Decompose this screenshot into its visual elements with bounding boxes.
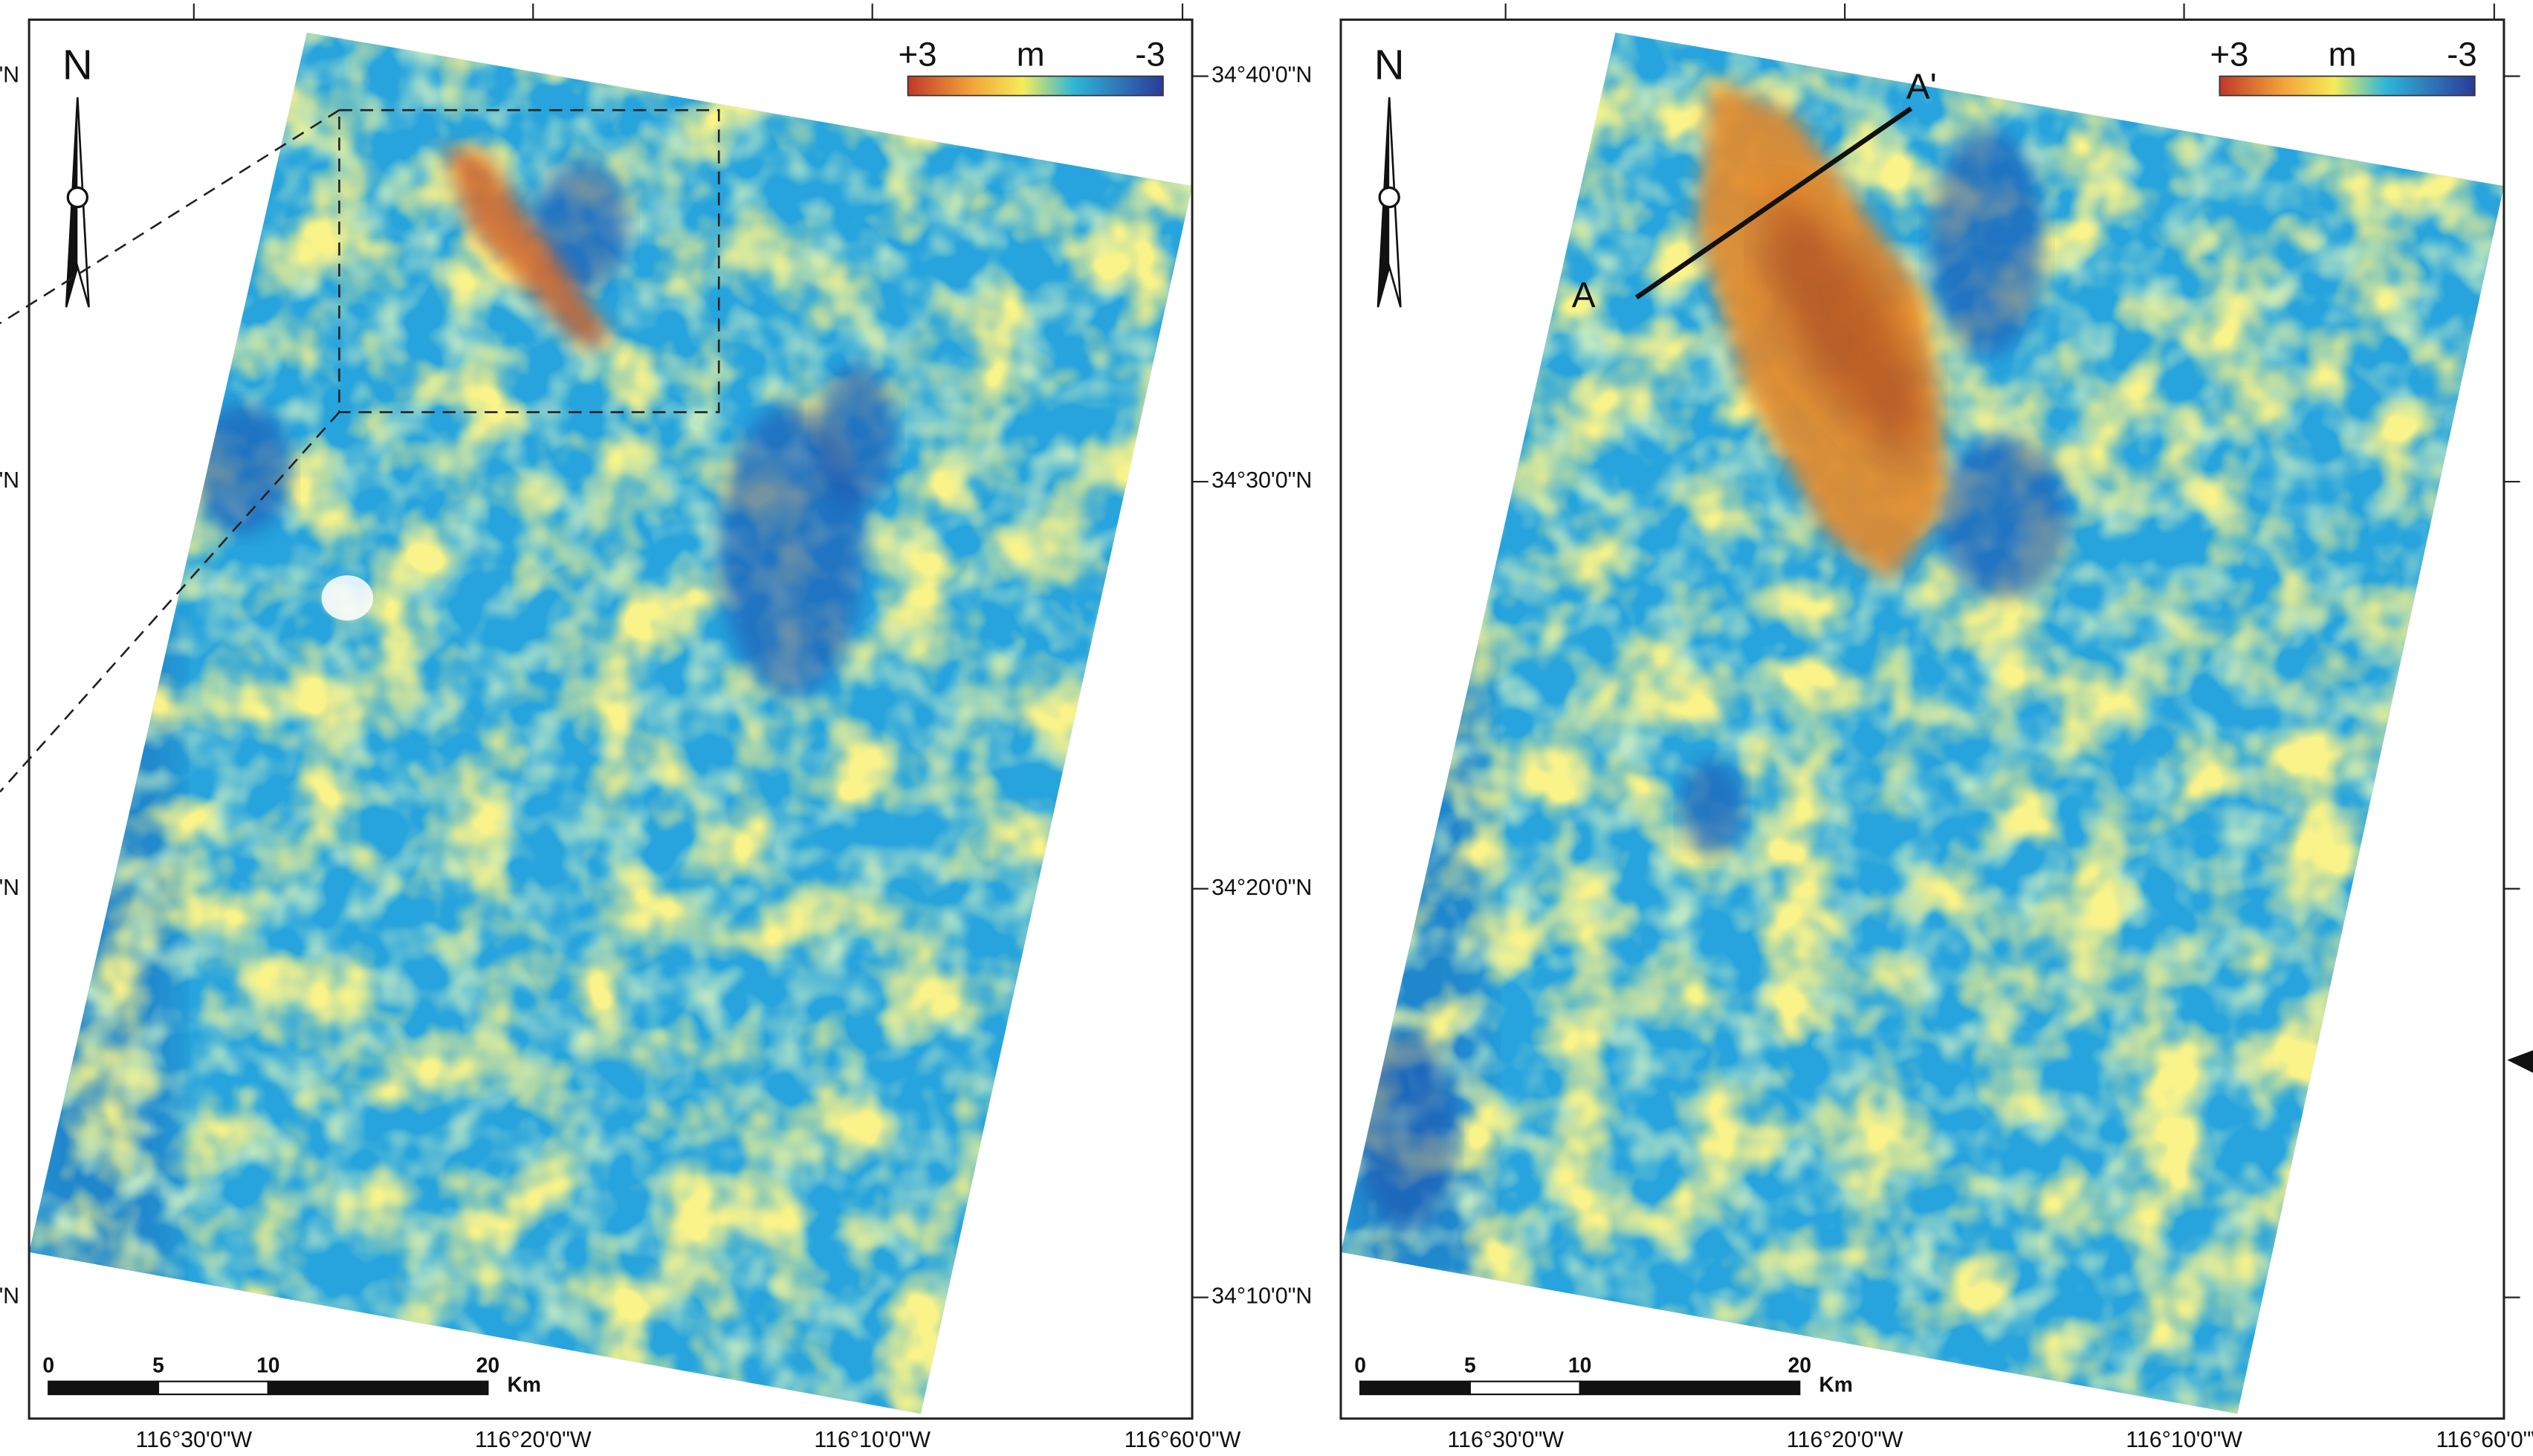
edge-marker [2507, 1050, 2533, 1072]
scale-segment [1470, 1382, 1580, 1394]
lon-label: 116°10'0"W [2126, 1427, 2242, 1452]
color-bar [2219, 77, 2474, 96]
map-panel: 116°30'0"W 116°20'0"W 116°10'0"W 116°60'0"W… [1341, 4, 2533, 1452]
scale-segment [1360, 1382, 1470, 1394]
lat-label-cropped: 34°40'0"N [0, 62, 19, 88]
lat-label-cropped: 34°30'0"N [0, 467, 19, 493]
scale-label: 20 [476, 1353, 499, 1377]
low-patch [1930, 129, 2043, 355]
profile-start: A [1572, 276, 1596, 315]
low-patch [1938, 436, 2068, 598]
profile-end: A' [1906, 68, 1937, 107]
legend-unit: m [2329, 35, 2357, 73]
lat-label: 34°10'0"N [1211, 1284, 1312, 1309]
lat-label: 34°40'0"N [1211, 62, 1312, 88]
legend-min: -3 [1135, 35, 1165, 73]
legend-unit: m [1017, 35, 1045, 73]
scale-unit: Km [507, 1373, 541, 1397]
north-arrow-hub [1379, 187, 1399, 207]
deformation-raster [29, 25, 1200, 1422]
scale-segment [158, 1382, 268, 1394]
scale-label: 5 [152, 1353, 164, 1377]
scale-segment [1580, 1382, 1800, 1394]
lon-label: 116°60'0"W [1125, 1427, 1241, 1452]
scale-label: 10 [256, 1353, 279, 1377]
raster-yellow [1341, 25, 2512, 1422]
lon-label: 116°20'0"W [1787, 1427, 1903, 1452]
scale-segment [48, 1382, 158, 1394]
lat-label: 34°30'0"N [1211, 467, 1312, 493]
scale-label: 10 [1568, 1353, 1591, 1377]
legend-max: +3 [899, 35, 937, 73]
legend-max: +3 [2210, 35, 2248, 73]
color-bar [908, 77, 1162, 96]
scale-unit: Km [1819, 1373, 1853, 1397]
scale-label: 5 [1464, 1353, 1476, 1377]
low-patch [816, 363, 897, 509]
scale-label: 0 [1354, 1353, 1366, 1377]
north-arrow-hub [68, 187, 87, 207]
lat-label-cropped: 34°20'0"N [0, 875, 19, 900]
low-patch [1680, 760, 1744, 856]
deformation-raster [1341, 25, 2512, 1422]
low-patch [1357, 1034, 1454, 1228]
scale-segment [268, 1382, 488, 1394]
lon-label: 116°20'0"W [475, 1427, 592, 1452]
lat-label: 34°20'0"N [1211, 875, 1312, 900]
page: 116°30'0"W 116°20'0"W 116°10'0"W 116°60'0"W… [0, 0, 2533, 1456]
map-panel: 116°30'0"W 116°20'0"W 116°10'0"W 116°60'0"W… [29, 4, 1240, 1452]
lon-label: 116°60'0"W [2436, 1427, 2533, 1452]
north-label: N [1374, 42, 1405, 88]
artifact [322, 575, 374, 621]
lon-label: 116°30'0"W [135, 1427, 252, 1452]
lat-label-cropped: 34°10'0"N [0, 1284, 19, 1309]
legend-min: -3 [2447, 35, 2477, 73]
low-patch [194, 404, 291, 534]
scale-label: 0 [42, 1353, 54, 1377]
lon-label: 116°30'0"W [1447, 1427, 1564, 1452]
north-label: N [62, 42, 93, 88]
scale-label: 20 [1788, 1353, 1811, 1377]
lon-label: 116°10'0"W [814, 1427, 931, 1452]
figure: 116°30'0"W 116°20'0"W 116°10'0"W 116°60'0"W… [0, 0, 2533, 1456]
